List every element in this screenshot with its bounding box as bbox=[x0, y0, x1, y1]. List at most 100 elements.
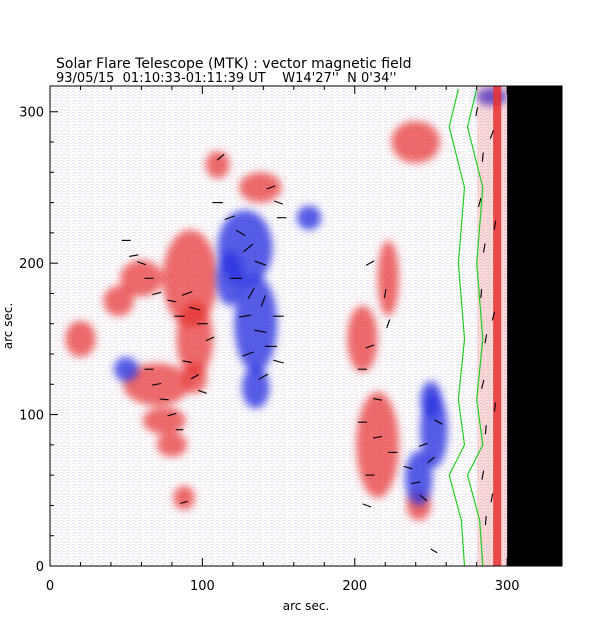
x-tick-label-300: 300 bbox=[495, 579, 520, 594]
positive-region-0 bbox=[120, 260, 163, 297]
plot-frame bbox=[49, 85, 563, 567]
field-vector-32 bbox=[258, 373, 269, 380]
limb-contour bbox=[466, 88, 484, 566]
neutral-line-contour-layer bbox=[448, 88, 484, 566]
field-vector-37 bbox=[216, 153, 225, 161]
solar-limb-layer bbox=[477, 86, 562, 566]
field-vector-43 bbox=[373, 398, 383, 401]
field-vector-15 bbox=[152, 382, 162, 386]
y-tick-label-200: 200 bbox=[19, 257, 44, 272]
field-vector-21 bbox=[235, 229, 246, 236]
field-vector-30 bbox=[242, 351, 254, 357]
field-vector-10 bbox=[205, 336, 215, 342]
field-vector-16 bbox=[159, 398, 169, 401]
field-vector-68 bbox=[493, 220, 497, 230]
field-vector-22 bbox=[243, 243, 254, 253]
x-tick-label-200: 200 bbox=[342, 579, 367, 594]
field-vector-25 bbox=[247, 287, 255, 299]
field-vector-35 bbox=[274, 200, 284, 205]
field-vector-55 bbox=[430, 548, 438, 554]
field-vector-7 bbox=[181, 291, 193, 296]
negative-polarity-layer bbox=[114, 87, 508, 506]
off-disk-region bbox=[507, 86, 562, 566]
field-vector-47 bbox=[403, 465, 413, 470]
field-vector-4 bbox=[152, 291, 162, 296]
field-vector-38 bbox=[365, 260, 375, 266]
neutral-line-contour bbox=[448, 88, 466, 566]
transverse-field-vectors bbox=[121, 107, 497, 554]
field-vector-64 bbox=[484, 425, 487, 435]
field-vector-28 bbox=[254, 329, 267, 333]
field-vector-65 bbox=[481, 470, 485, 480]
y-axis-label: arc sec. bbox=[1, 303, 15, 349]
field-vector-71 bbox=[490, 493, 494, 503]
positive-polarity-layer bbox=[65, 120, 441, 521]
plot-area bbox=[50, 86, 562, 566]
field-vector-54 bbox=[362, 503, 372, 508]
negative-region-7 bbox=[114, 357, 139, 382]
field-vector-39 bbox=[383, 288, 387, 298]
positive-region-1 bbox=[162, 229, 218, 327]
x-axis: 0 100 200 300 bbox=[46, 86, 539, 594]
positive-region-6 bbox=[103, 285, 134, 317]
chart-title: Solar Flare Telescope (MTK) : vector mag… bbox=[56, 56, 412, 72]
field-vector-50 bbox=[427, 456, 435, 464]
field-vector-69 bbox=[491, 311, 496, 321]
field-vector-49 bbox=[434, 419, 443, 425]
x-axis-label: arc sec. bbox=[283, 599, 329, 613]
field-vector-34 bbox=[266, 185, 276, 190]
chart-subtitle: 93/05/15 01:10:33-01:11:39 UT W14'27'' N… bbox=[56, 71, 397, 86]
field-vector-26 bbox=[260, 295, 266, 307]
x-tick-label-100: 100 bbox=[190, 579, 215, 594]
field-vector-1 bbox=[129, 254, 139, 257]
field-vector-13 bbox=[197, 389, 207, 394]
x-tick-label-0: 0 bbox=[46, 579, 54, 594]
negative-region-6 bbox=[420, 381, 442, 418]
positive-region-9 bbox=[156, 432, 188, 457]
field-vector-48 bbox=[418, 442, 428, 447]
plot-background bbox=[50, 86, 562, 566]
field-vector-40 bbox=[386, 319, 391, 329]
field-vector-58 bbox=[481, 152, 484, 162]
field-vector-41 bbox=[365, 344, 375, 349]
negative-region-1 bbox=[234, 275, 278, 373]
field-vector-56 bbox=[180, 500, 188, 504]
y-axis: 0 100 200 300 bbox=[19, 106, 562, 575]
field-vector-70 bbox=[494, 402, 496, 412]
field-vector-59 bbox=[477, 198, 482, 208]
positive-region-16 bbox=[65, 320, 96, 358]
positive-region-10 bbox=[347, 305, 378, 373]
field-vector-11 bbox=[182, 360, 192, 363]
field-vector-20 bbox=[224, 215, 235, 221]
field-vector-45 bbox=[373, 435, 383, 439]
field-vector-17 bbox=[167, 412, 177, 417]
positive-region-2 bbox=[176, 301, 214, 377]
y-tick-label-100: 100 bbox=[19, 409, 44, 424]
limb-red-band bbox=[493, 86, 502, 566]
field-vector-5 bbox=[167, 299, 177, 303]
field-vector-51 bbox=[411, 481, 421, 485]
field-vector-57 bbox=[475, 107, 479, 117]
positive-region-7 bbox=[205, 151, 230, 179]
y-tick-label-300: 300 bbox=[19, 106, 44, 121]
positive-region-12 bbox=[356, 391, 399, 498]
field-vector-12 bbox=[190, 374, 199, 380]
negative-region-8 bbox=[296, 205, 322, 230]
negative-region-2 bbox=[242, 366, 270, 409]
field-vector-23 bbox=[254, 260, 267, 266]
field-vector-61 bbox=[480, 288, 483, 299]
field-vector-67 bbox=[489, 130, 495, 139]
positive-region-11 bbox=[377, 240, 399, 317]
positive-region-8 bbox=[238, 172, 282, 203]
field-vector-2 bbox=[136, 261, 146, 266]
field-vector-52 bbox=[419, 494, 428, 502]
negative-region-5 bbox=[405, 450, 433, 506]
positive-region-14 bbox=[173, 485, 195, 510]
field-vector-27 bbox=[238, 314, 252, 318]
field-vector-60 bbox=[482, 243, 486, 253]
field-vector-31 bbox=[273, 359, 284, 364]
positive-region-15 bbox=[391, 120, 441, 164]
field-vector-62 bbox=[484, 334, 488, 344]
field-vector-8 bbox=[189, 306, 201, 311]
